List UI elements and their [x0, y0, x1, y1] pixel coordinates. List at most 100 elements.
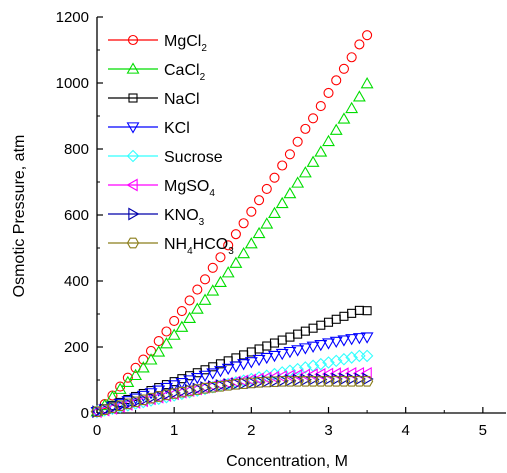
data-point	[329, 336, 343, 348]
legend-item: MgCl2	[108, 33, 207, 54]
data-point	[183, 375, 197, 387]
data-point	[322, 356, 335, 369]
data-point	[285, 373, 297, 387]
data-point	[191, 384, 204, 395]
data-point	[308, 113, 319, 124]
data-point	[237, 247, 251, 259]
data-point	[168, 388, 181, 399]
data-point	[354, 39, 365, 50]
data-point	[229, 256, 243, 268]
legend-marker	[126, 237, 140, 249]
data-point	[129, 396, 142, 408]
data-point	[323, 87, 334, 98]
legend-item: KCl	[108, 120, 190, 137]
data-point	[261, 183, 272, 194]
data-point	[316, 320, 326, 330]
data-point	[221, 266, 235, 278]
data-point	[275, 196, 289, 209]
legend-item: NaCl	[108, 91, 200, 108]
data-point	[175, 386, 189, 398]
data-point	[238, 218, 249, 229]
legend-item: KNO3	[108, 207, 205, 228]
data-point	[175, 320, 189, 332]
data-point	[184, 383, 197, 397]
data-point	[353, 376, 366, 387]
data-point	[221, 363, 235, 376]
data-point	[268, 206, 281, 219]
data-point	[322, 376, 335, 387]
data-point	[354, 305, 364, 315]
data-point	[214, 275, 227, 287]
data-point	[260, 352, 274, 365]
data-point	[314, 357, 328, 371]
data-point	[283, 376, 297, 387]
data-point	[160, 389, 173, 401]
data-point	[360, 77, 374, 89]
data-point	[237, 378, 250, 389]
data-point	[275, 348, 289, 361]
data-point	[252, 226, 266, 239]
data-point	[154, 389, 166, 403]
data-point	[208, 380, 220, 394]
data-point	[130, 395, 143, 409]
data-point	[339, 311, 349, 321]
y-axis-title: Osmotic Pressure, atm	[11, 135, 28, 298]
data-point	[160, 382, 173, 395]
data-point	[291, 362, 304, 376]
y-tick-label: 1200	[56, 9, 89, 26]
data-point	[244, 237, 258, 249]
data-point	[207, 262, 218, 273]
y-tick-label: 0	[81, 405, 89, 422]
data-point	[90, 407, 104, 419]
data-point	[246, 206, 257, 217]
data-point	[146, 391, 158, 405]
data-point	[176, 305, 187, 317]
data-point	[338, 63, 349, 74]
data-point	[169, 315, 180, 326]
data-point	[283, 346, 297, 359]
data-point	[100, 403, 112, 417]
data-point	[161, 388, 174, 401]
data-point	[123, 397, 135, 411]
legend-marker	[128, 93, 138, 103]
data-point	[175, 377, 189, 390]
data-point	[106, 402, 119, 414]
data-point	[199, 274, 211, 285]
data-point	[337, 335, 351, 347]
legend-marker	[126, 178, 138, 192]
x-tick-label: 0	[93, 422, 101, 439]
data-point	[223, 378, 235, 392]
data-point	[346, 52, 357, 63]
data-point	[190, 302, 204, 314]
x-tick-label: 5	[479, 422, 487, 439]
x-tick-label: 1	[170, 422, 178, 439]
legend-item: MgSO4	[108, 178, 215, 199]
data-point	[360, 332, 374, 344]
data-point	[153, 336, 164, 347]
y-tick-label: 800	[64, 141, 89, 158]
data-point	[121, 398, 135, 410]
y-tick-label: 600	[64, 207, 89, 224]
data-point	[291, 376, 304, 387]
data-point	[298, 166, 312, 178]
data-point	[229, 378, 243, 390]
x-axis-title: Concentration, M	[226, 453, 348, 470]
data-point	[237, 359, 251, 371]
data-point	[254, 344, 264, 354]
data-point	[122, 372, 133, 383]
data-point	[107, 401, 120, 415]
data-point	[285, 332, 295, 342]
data-point	[347, 308, 357, 318]
data-point	[137, 394, 150, 406]
legend-label: MgSO4	[164, 178, 215, 199]
data-point	[284, 149, 295, 160]
data-point	[222, 379, 235, 391]
data-point	[315, 101, 326, 112]
legend-item: CaCl2	[108, 62, 206, 83]
legend-label: MgCl2	[164, 33, 207, 54]
data-point	[299, 376, 312, 387]
x-tick-label: 2	[247, 422, 255, 439]
data-point	[306, 155, 320, 167]
data-point	[144, 353, 158, 365]
data-point	[269, 338, 280, 348]
